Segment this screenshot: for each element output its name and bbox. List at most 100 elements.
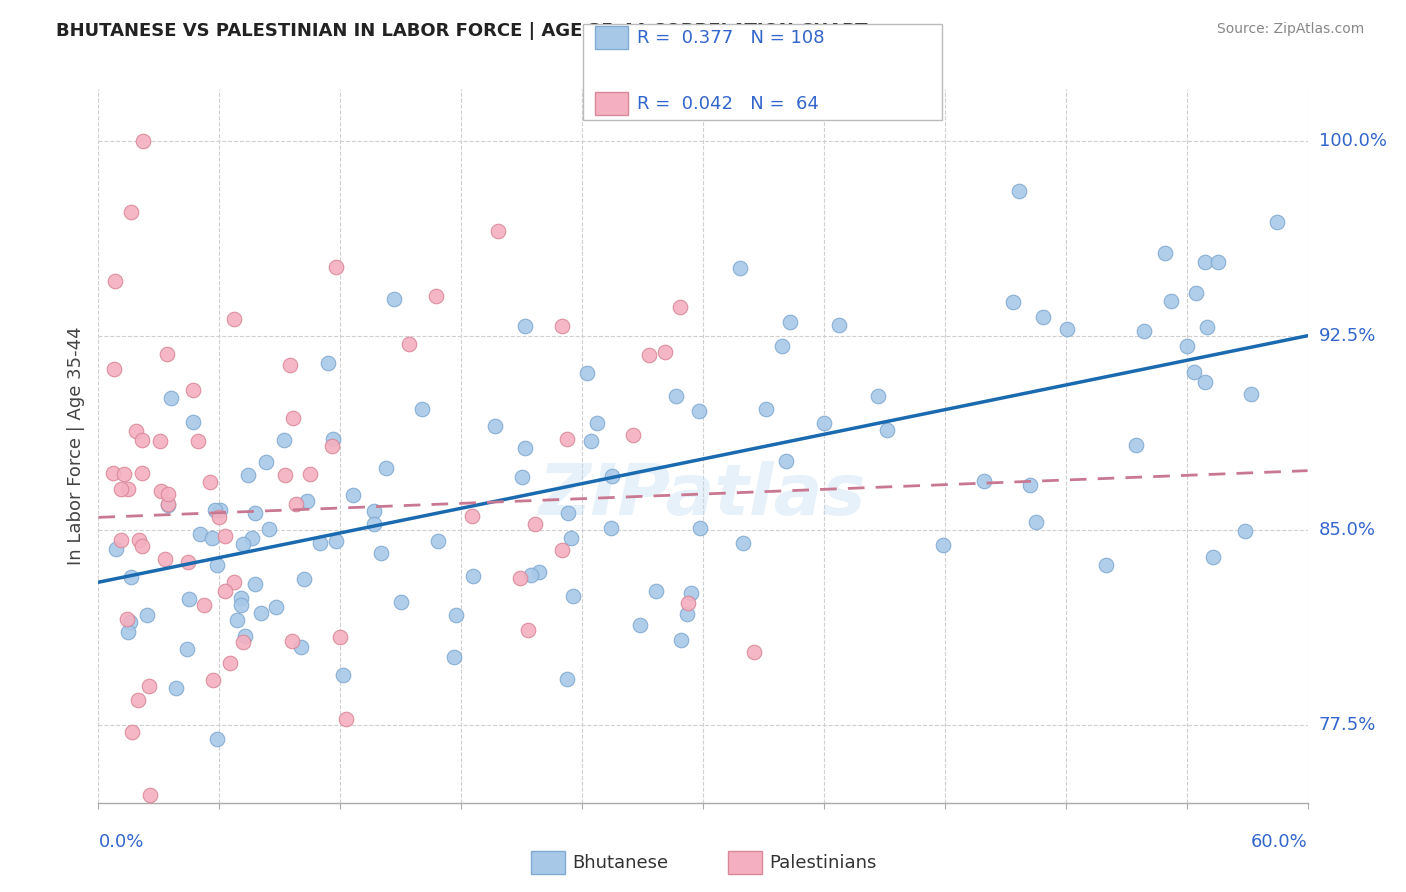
Point (201, 532, 224, 546)
Point (827, 318, 849, 332)
Point (560, 531, 582, 545)
Text: 60.0%: 60.0% (1251, 833, 1308, 851)
Point (120, 204, 142, 219)
Point (321, 439, 343, 453)
Point (332, 667, 354, 681)
Point (637, 348, 659, 362)
Point (426, 533, 449, 548)
Point (689, 521, 711, 535)
Point (444, 607, 467, 622)
Point (932, 538, 955, 552)
Point (669, 300, 692, 314)
Point (363, 516, 385, 531)
Point (325, 534, 347, 549)
Point (443, 650, 465, 665)
Point (222, 575, 245, 590)
Point (101, 466, 124, 480)
Point (218, 657, 240, 671)
Point (515, 319, 537, 334)
Point (115, 612, 138, 626)
Point (329, 631, 352, 645)
Point (322, 432, 344, 446)
Point (600, 521, 623, 535)
Point (1182, 365, 1205, 379)
Point (222, 312, 245, 326)
Point (103, 274, 125, 288)
Point (138, 679, 160, 693)
Point (295, 494, 318, 508)
Point (250, 606, 273, 620)
Point (139, 788, 162, 802)
Point (136, 607, 159, 622)
Point (517, 623, 540, 637)
Point (551, 319, 574, 334)
Point (463, 569, 485, 583)
Point (1185, 285, 1208, 300)
Y-axis label: In Labor Force | Age 35-44: In Labor Force | Age 35-44 (67, 326, 86, 566)
Point (555, 672, 578, 686)
Point (728, 260, 751, 275)
Point (157, 486, 180, 500)
Point (309, 535, 332, 549)
Point (1154, 245, 1177, 260)
Point (1056, 322, 1078, 336)
Point (118, 615, 141, 630)
Text: 92.5%: 92.5% (1319, 326, 1376, 344)
Point (188, 526, 211, 541)
Point (389, 595, 412, 609)
Point (557, 507, 579, 521)
Point (225, 614, 247, 628)
Point (779, 315, 801, 329)
Point (1202, 550, 1225, 565)
Point (621, 427, 644, 442)
Point (110, 482, 132, 496)
Point (240, 531, 263, 545)
Point (274, 467, 297, 482)
Point (551, 542, 574, 557)
Point (298, 467, 321, 481)
Text: Bhutanese: Bhutanese (572, 854, 668, 871)
Point (579, 434, 602, 449)
Point (876, 424, 898, 438)
Point (486, 224, 509, 238)
Point (284, 497, 307, 511)
Point (731, 535, 754, 549)
Point (510, 470, 533, 484)
Point (177, 555, 200, 569)
Point (232, 537, 254, 551)
Point (131, 434, 153, 448)
Point (1240, 387, 1263, 401)
Text: Source: ZipAtlas.com: Source: ZipAtlas.com (1216, 22, 1364, 37)
Point (179, 592, 201, 607)
Point (290, 640, 312, 655)
Point (509, 571, 531, 585)
Point (157, 498, 180, 512)
Point (131, 466, 153, 480)
Point (205, 731, 228, 746)
Point (1025, 515, 1047, 529)
Point (128, 533, 150, 547)
Point (165, 681, 187, 695)
Point (232, 635, 254, 649)
Point (813, 416, 835, 430)
Point (236, 467, 259, 482)
Point (676, 596, 699, 610)
Text: 100.0%: 100.0% (1319, 132, 1386, 150)
Point (120, 570, 142, 584)
Text: ZIPatlas: ZIPatlas (540, 461, 866, 531)
Text: R =  0.377   N = 108: R = 0.377 N = 108 (637, 29, 824, 47)
Point (515, 442, 537, 456)
Point (688, 404, 710, 418)
Point (208, 502, 231, 516)
Point (1008, 184, 1031, 198)
Point (278, 358, 301, 372)
Point (1197, 319, 1219, 334)
Point (281, 633, 304, 648)
Point (576, 366, 599, 380)
Point (200, 475, 222, 489)
Point (103, 362, 125, 376)
Point (257, 523, 280, 537)
Point (208, 510, 231, 524)
Point (316, 356, 339, 370)
Point (156, 347, 179, 361)
